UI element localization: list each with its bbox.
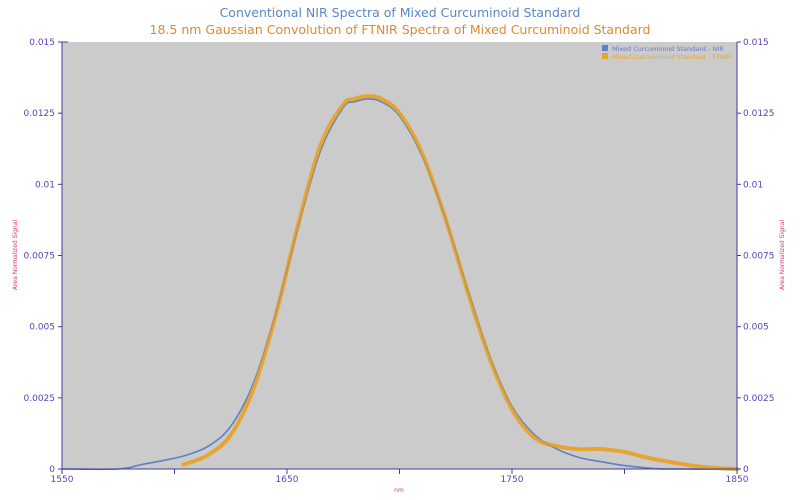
- y-tick-label-left: 0: [49, 465, 55, 475]
- legend-label-nir: Mixed Curcuminoid Standard - NIR: [612, 45, 724, 53]
- y-tick-label-right: 0.0125: [743, 109, 775, 119]
- legend-label-ftnir: Mixed Curcuminoid Standard - FTNIR: [612, 53, 732, 61]
- y-tick-label-right: 0.005: [743, 323, 769, 333]
- y-tick-label-left: 0.01: [35, 180, 55, 190]
- legend-swatch-ftnir: [602, 53, 608, 59]
- axes: 0 0 0.0025 0.0025 0.005 0.005 0.0075 0.0075 0.01…: [24, 38, 775, 485]
- data-series: [61, 94, 739, 471]
- x-tick-label: 1650: [276, 475, 299, 485]
- series-nir-overlay: [61, 98, 738, 470]
- y-tick-label-right: 0.0075: [743, 252, 775, 262]
- chart-subtitle: 18.5 nm Gaussian Convolution of FTNIR Sp…: [149, 22, 651, 37]
- y-tick-label-left: 0.0125: [24, 109, 56, 119]
- x-tick-label: 1550: [51, 475, 74, 485]
- y-tick-label-right: 0: [743, 465, 749, 475]
- y-tick-label-right: 0.015: [743, 38, 769, 48]
- y-tick-label-left: 0.0075: [24, 252, 56, 262]
- legend: Mixed Curcuminoid Standard - NIR Mixed C…: [602, 45, 732, 61]
- y-axis-title-right: Area Normalized Signal: [779, 220, 786, 290]
- chart-title: Conventional NIR Spectra of Mixed Curcum…: [219, 5, 581, 20]
- x-tick-label: 1850: [726, 475, 749, 485]
- y-tick-label-right: 0.01: [743, 180, 763, 190]
- x-tick-label: 1750: [501, 475, 524, 485]
- y-tick-label-left: 0.0025: [24, 394, 56, 404]
- y-tick-label-left: 0.005: [29, 323, 55, 333]
- plot-area: [62, 42, 737, 469]
- y-axis-title-left: Area Normalized Signal: [12, 220, 19, 290]
- y-tick-label-left: 0.015: [29, 38, 55, 48]
- legend-swatch-nir: [602, 45, 608, 51]
- x-axis-title: nm: [394, 487, 404, 494]
- y-tick-label-right: 0.0025: [743, 394, 775, 404]
